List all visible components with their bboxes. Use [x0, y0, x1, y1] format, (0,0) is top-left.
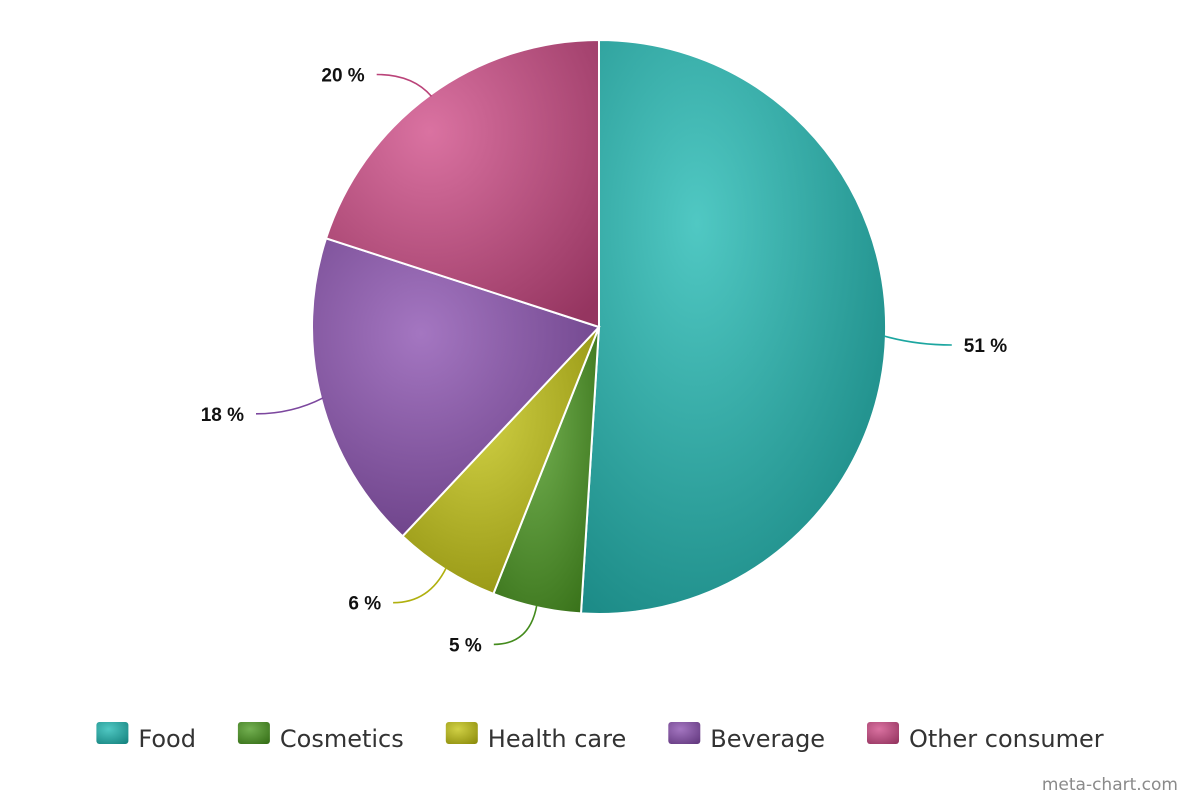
label-connectors: [255, 73, 952, 646]
slice-label-health-care: 6 %: [348, 594, 381, 615]
legend-swatch-beverage: [668, 722, 701, 744]
legend-item-cosmetics[interactable]: Cosmetics: [237, 722, 404, 753]
legend-swatch-health-care: [445, 722, 478, 744]
connector-food: [883, 335, 952, 346]
legend-swatch-other-consumer: [867, 722, 899, 744]
connector-cosmetics: [493, 604, 538, 646]
legend-item-food[interactable]: Food: [96, 722, 196, 753]
connector-beverage: [255, 397, 324, 415]
slice-label-food: 51 %: [964, 336, 1007, 357]
slice-label-beverage: 18 %: [201, 405, 244, 426]
legend-label-health-care: Health care: [488, 725, 626, 753]
watermark: meta-chart.com: [1042, 775, 1178, 795]
legend-item-health-care[interactable]: Health care: [445, 722, 626, 753]
legend: Food Cosmetics Health care Beverage Other co…: [96, 722, 1104, 753]
legend-label-food: Food: [138, 725, 196, 753]
pie-slice-food[interactable]: [579, 38, 888, 615]
legend-swatch-cosmetics: [237, 722, 270, 744]
pie-slices: [311, 38, 888, 615]
legend-label-other-consumer: Other consumer: [909, 725, 1104, 753]
slice-labels: 51 % 5 % 6 % 18 % 20 %: [201, 66, 1008, 657]
slice-label-cosmetics: 5 %: [449, 635, 482, 656]
connector-other-consumer: [376, 73, 433, 97]
connector-health-care: [393, 567, 448, 604]
legend-swatch-food: [96, 722, 129, 744]
legend-item-other-consumer[interactable]: Other consumer: [867, 722, 1104, 753]
slice-label-other-consumer: 20 %: [321, 66, 364, 87]
legend-label-cosmetics: Cosmetics: [280, 725, 404, 753]
legend-label-beverage: Beverage: [710, 725, 825, 753]
legend-item-beverage[interactable]: Beverage: [668, 722, 825, 753]
